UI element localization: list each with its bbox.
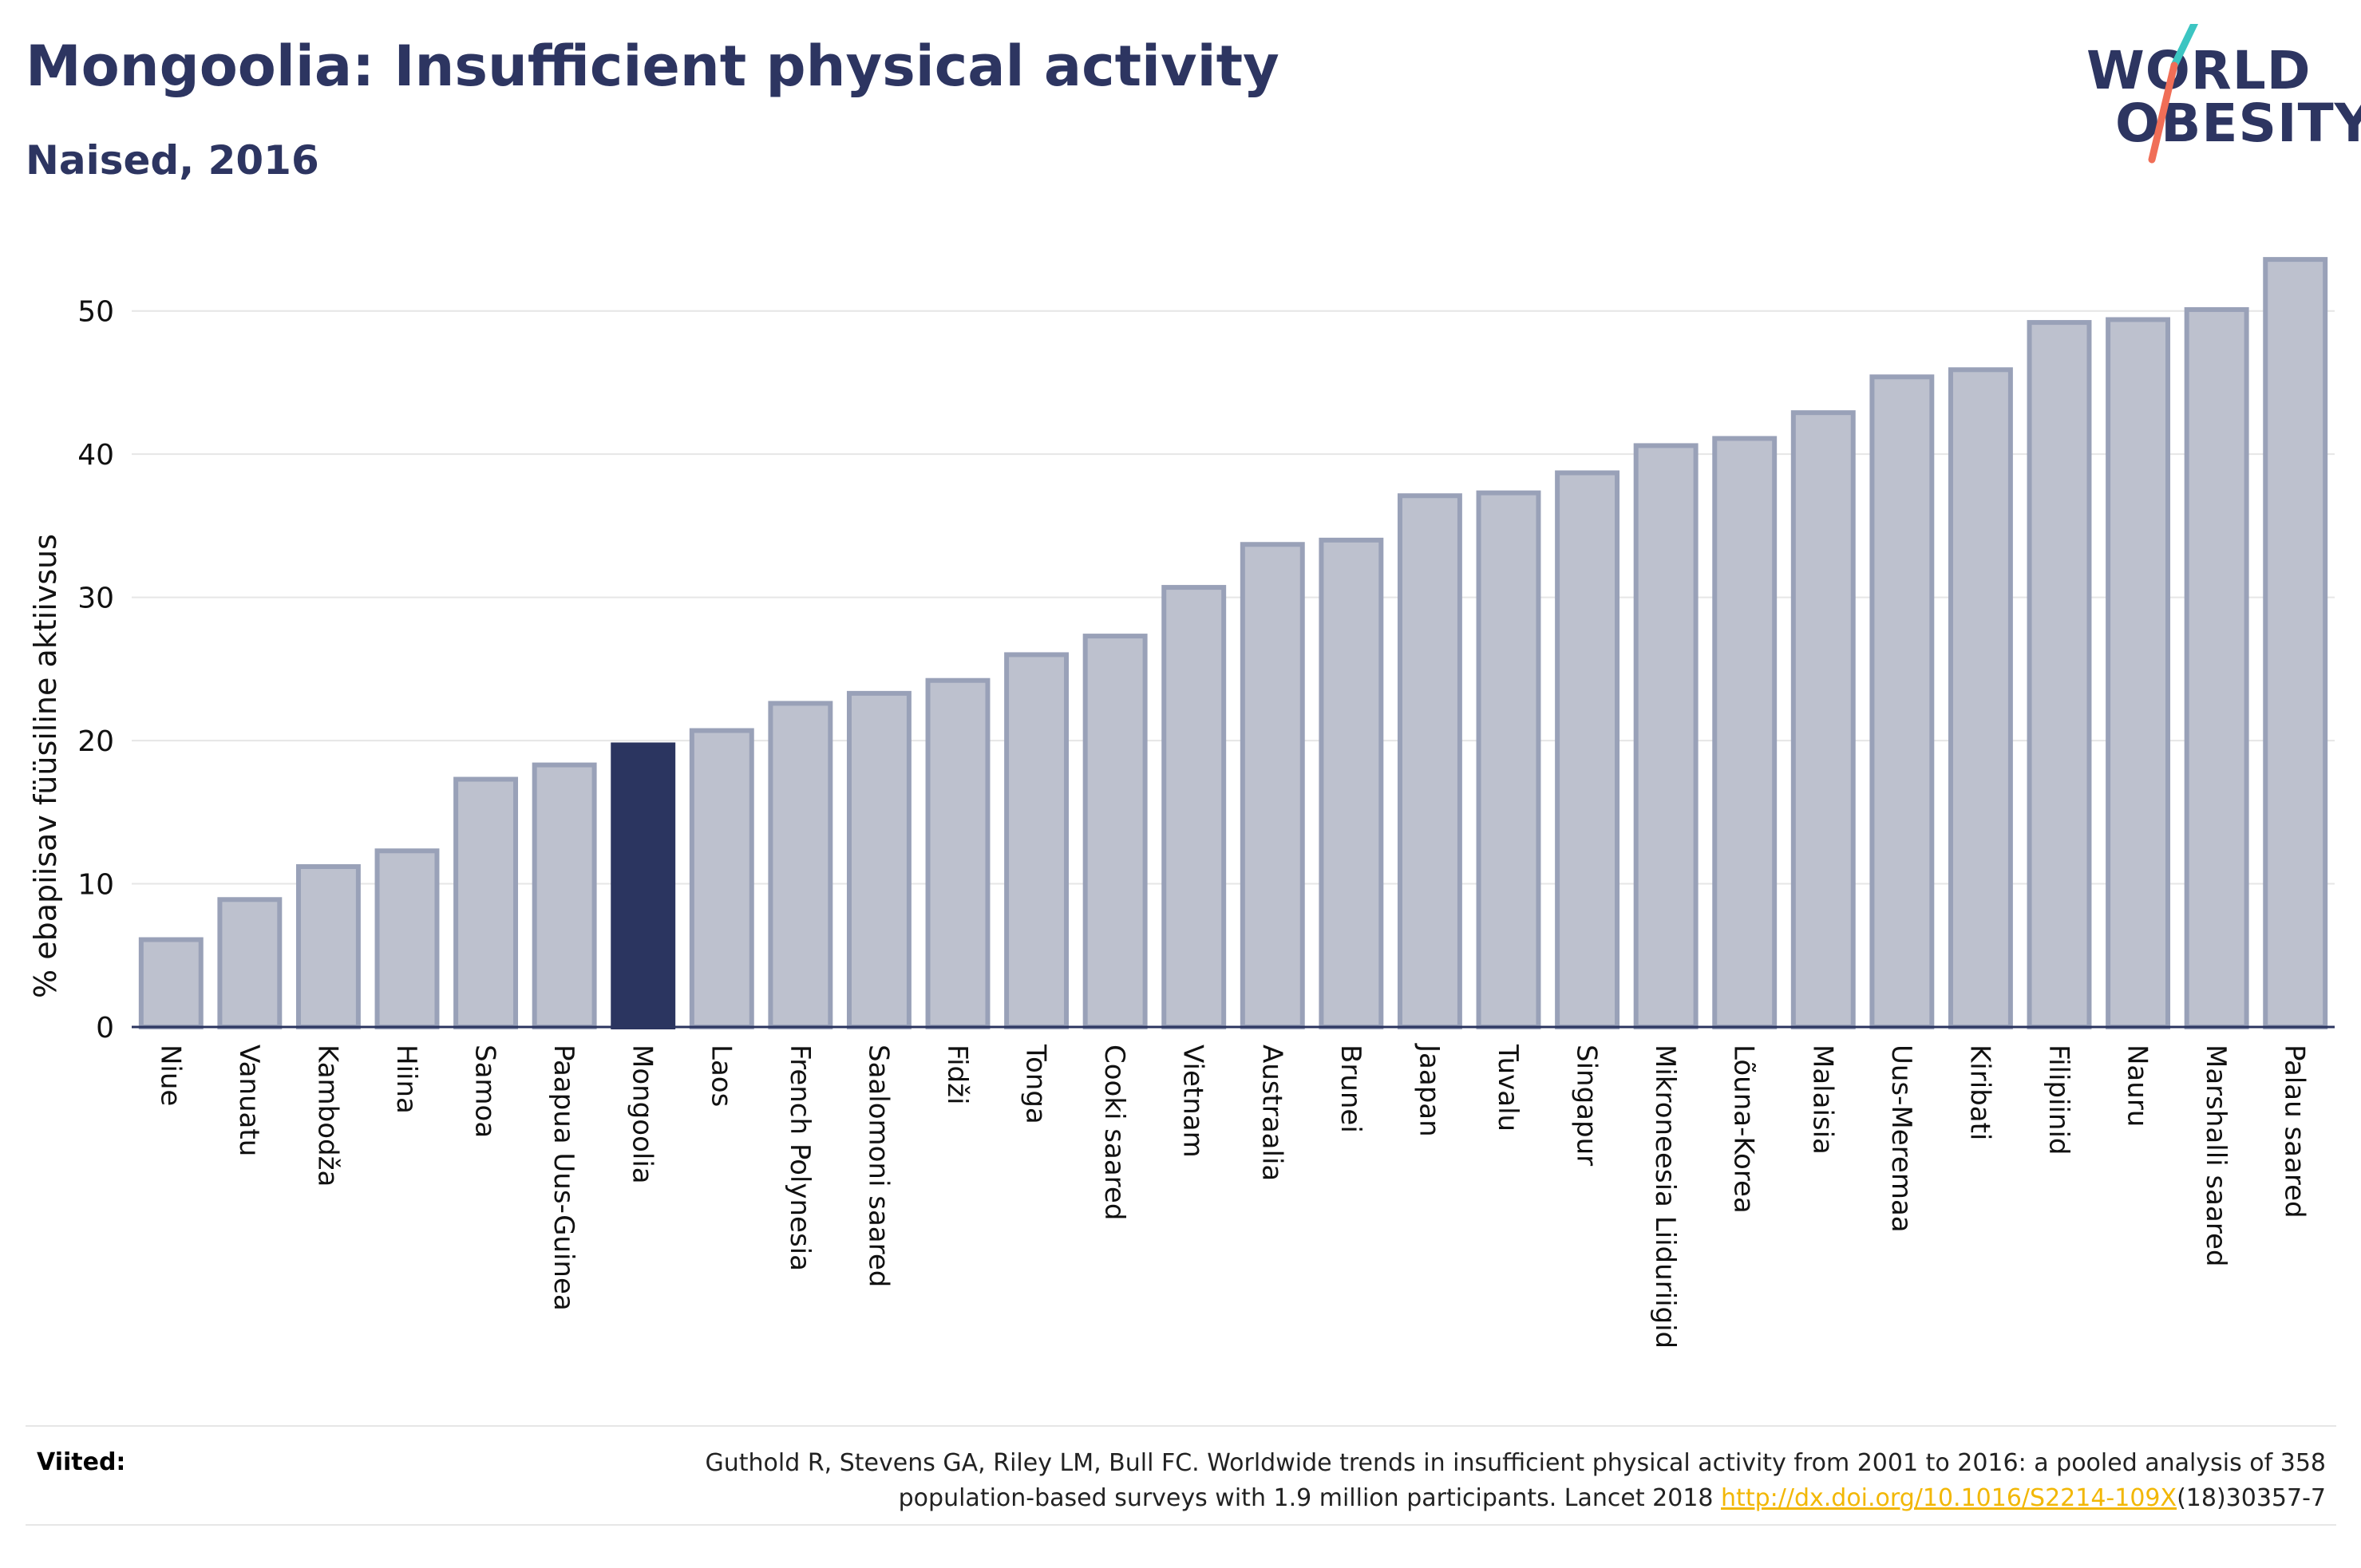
bar-mikroneesia-liiduriigid [1633, 443, 1699, 1029]
chart-subtitle: Naised, 2016 [26, 137, 319, 184]
x-tick-label: Uus-Meremaa [1885, 1045, 1917, 1233]
x-tick-label: Singapur [1571, 1045, 1603, 1166]
x-tick-label: Lõuna-Korea [1728, 1045, 1760, 1214]
x-tick-label: French Polynesia [784, 1045, 816, 1271]
bar-singapur [1555, 470, 1620, 1029]
bar-brunei [1319, 537, 1384, 1029]
bars [138, 257, 2328, 1030]
x-tick-label: Niue [154, 1045, 186, 1106]
citation-line-2-suffix: (18)30357-7 [2177, 1484, 2326, 1512]
y-tick-label: 20 [77, 725, 114, 758]
x-tick-label: Saalomoni saared [862, 1045, 894, 1287]
x-tick-label: Hiina [390, 1045, 422, 1114]
chart-title: Mongoolia: Insufficient physical activit… [26, 34, 1279, 99]
source-citation: Guthold R, Stevens GA, Riley LM, Bull FC… [410, 1446, 2326, 1516]
bar-tonga [1004, 652, 1070, 1029]
x-tick-label: Samoa [469, 1045, 501, 1138]
bar-niue [138, 937, 204, 1029]
bar-filipiinid [2027, 320, 2092, 1030]
bar-saalomoni-saared [846, 690, 912, 1029]
x-tick-label: Mongoolia [627, 1045, 658, 1184]
bar-french-polynesia [768, 701, 833, 1029]
citation-line-1: Guthold R, Stevens GA, Riley LM, Bull FC… [705, 1449, 2326, 1477]
x-tick-label: Laos [705, 1045, 737, 1107]
bar-hiina [374, 848, 440, 1029]
bar-marshalli-saared [2184, 306, 2249, 1029]
footer-rule-bottom [26, 1524, 2336, 1526]
x-tick-label: Nauru [2122, 1045, 2153, 1127]
bar-uus-meremaa [1869, 374, 1935, 1029]
x-tick-label: Kiribati [1964, 1045, 1995, 1140]
world-obesity-logo: WORLD OBESITY [2075, 24, 2361, 168]
bar-kambod-a [295, 864, 361, 1029]
bar-palau-saared [2263, 257, 2328, 1029]
bar-samoa [453, 776, 519, 1029]
citation-line-2: population-based surveys with 1.9 millio… [410, 1481, 2326, 1516]
y-tick-label: 0 [96, 1012, 114, 1045]
bar-austraalia [1240, 542, 1305, 1029]
x-tick-label: Filipiinid [2043, 1045, 2074, 1155]
x-tick-label: Cooki saared [1098, 1045, 1130, 1220]
bar-vietnam [1161, 585, 1227, 1029]
bar-jaapan [1397, 493, 1462, 1029]
bar-l-una-korea [1712, 436, 1778, 1029]
x-tick-label: Mikroneesia Liiduriigid [1649, 1045, 1681, 1349]
doi-link[interactable]: http://dx.doi.org/10.1016/S2214-109X [1721, 1484, 2177, 1512]
x-tick-label: Austraalia [1256, 1045, 1287, 1181]
x-tick-label: Vietnam [1177, 1045, 1209, 1158]
x-tick-label: Tonga [1020, 1044, 1052, 1124]
x-tick-label: Brunei [1335, 1045, 1366, 1133]
bar-malaisia [1790, 410, 1856, 1029]
x-tick-label: Palau saared [2279, 1045, 2311, 1218]
citation-line-2-text: population-based surveys with 1.9 millio… [898, 1484, 1722, 1512]
y-axis-label: % ebapiisav füüsiline aktiivsus [28, 534, 63, 998]
bar-vanuatu [217, 897, 283, 1029]
x-tick-label: Marshalli saared [2200, 1045, 2232, 1267]
x-tick-label: Kambodža [311, 1045, 343, 1187]
bar-mongoolia [611, 742, 676, 1029]
y-tick-label: 30 [77, 583, 114, 615]
y-tick-label: 40 [77, 439, 114, 472]
x-tick-label: Paapua Uus-Guinea [548, 1045, 579, 1311]
bar-cooki-saared [1082, 634, 1148, 1030]
bar-fid-i [925, 677, 991, 1029]
x-tick-label: Malaisia [1806, 1045, 1838, 1155]
bar-nauru [2106, 317, 2171, 1029]
bar-paapua-uus-guinea [532, 762, 597, 1030]
x-tick-label: Jaapan [1413, 1043, 1445, 1137]
x-tick-label: Fidži [941, 1045, 973, 1104]
sources-label: Viited: [37, 1448, 126, 1476]
y-tick-label: 10 [77, 869, 114, 902]
x-tick-label: Tuvalu [1492, 1044, 1524, 1132]
logo-slash-icon [2148, 24, 2199, 164]
x-tick-label: Vanuatu [233, 1045, 265, 1156]
logo-line-1: WORLD [2086, 40, 2312, 101]
bar-laos [689, 728, 754, 1030]
y-tick-label: 50 [77, 296, 114, 329]
axes: 0 10 20 30 40 50 Niue Vanuatu Kambodža Hiina Samoa… [77, 296, 2335, 1349]
footer-rule-top [26, 1425, 2336, 1427]
bar-tuvalu [1476, 490, 1541, 1029]
bar-kiribati [1948, 367, 2013, 1029]
